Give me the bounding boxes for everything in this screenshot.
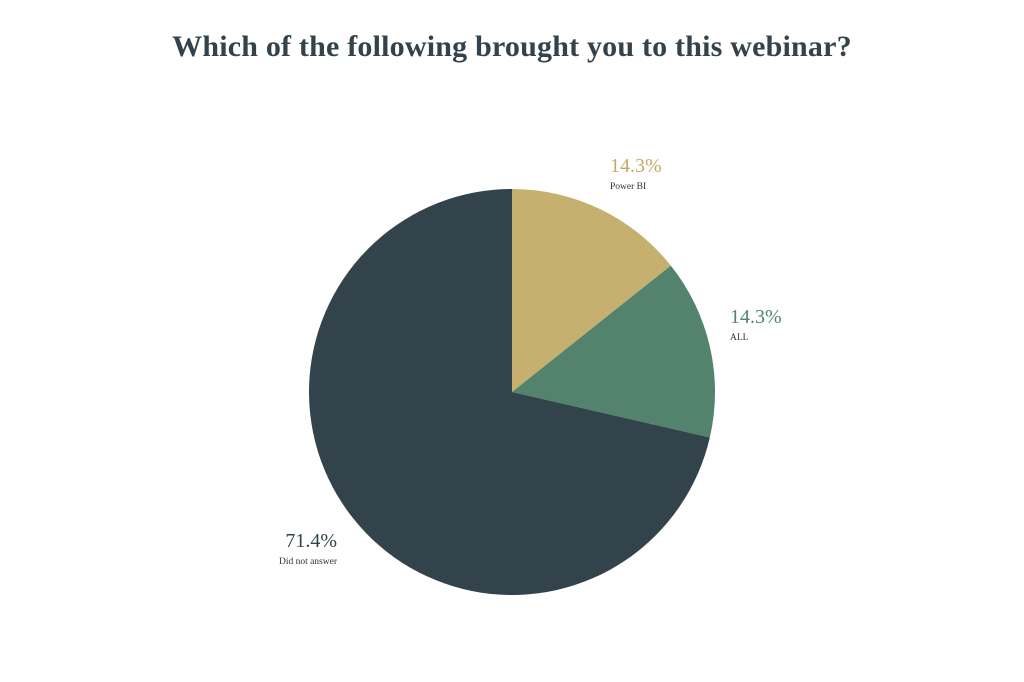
pie-value-label-did-not-answer: 71.4% [285, 530, 337, 552]
pie-value-label-all: 14.3% [730, 306, 782, 328]
pie-slice-all[interactable] [512, 265, 715, 438]
pie-value-label-power-bi: 14.3% [610, 155, 662, 177]
pie-category-label-power-bi: Power BI [610, 182, 646, 192]
pie-slice-did-not-answer[interactable] [309, 189, 710, 596]
chart-title: Which of the following brought you to th… [172, 30, 852, 63]
pie-category-label-did-not-answer: Did not answer [279, 557, 338, 567]
pie-category-label-all: ALL [730, 333, 749, 343]
pie-slice-power-bi[interactable] [512, 189, 671, 392]
